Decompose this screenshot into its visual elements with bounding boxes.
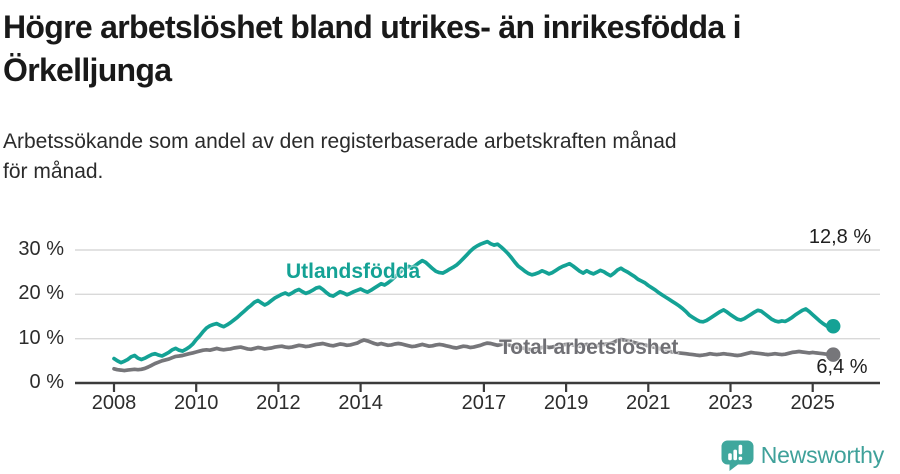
series-line-utlandsf-dda: [112, 239, 836, 365]
y-tick-label: 10 %: [18, 326, 64, 349]
end-value-label-total-arbetsloshet: 6,4 %: [816, 356, 868, 378]
newsworthy-logo-icon: [721, 440, 754, 471]
series-label-total-arbetsloshet: Total arbetslöshet: [499, 336, 679, 359]
x-tick-label: 2019: [543, 392, 589, 414]
chart-title: Högre arbetslöshet bland utrikes- än inr…: [3, 9, 742, 88]
y-tick-label: 0 %: [29, 371, 64, 393]
series-label-utlandsfodda: Utlandsfödda: [286, 260, 421, 283]
series-end-dot: [826, 347, 841, 362]
x-tick-label: 2023: [708, 392, 753, 414]
x-tick-label: 2008: [91, 392, 137, 414]
series-end-dot: [826, 319, 841, 334]
y-tick-label: 30 %: [18, 238, 64, 260]
x-tick-label: 2025: [790, 392, 835, 414]
x-tick-label: 2021: [626, 392, 671, 414]
series-line-total-arbetsl-shet: [112, 337, 836, 373]
x-tick-label: 2012: [256, 392, 301, 414]
x-tick-label: 2014: [338, 392, 383, 414]
chart-subtitle: Arbetssökande som andel av den registerb…: [3, 130, 677, 184]
x-tick-label: 2017: [461, 392, 507, 414]
y-tick-label: 20 %: [18, 282, 64, 305]
x-tick-label: 2010: [173, 392, 219, 414]
newsworthy-brand: Newsworthy: [721, 440, 884, 471]
end-value-label-utlandsfodda: 12,8 %: [808, 226, 872, 248]
newsworthy-brand-text: Newsworthy: [760, 442, 884, 468]
